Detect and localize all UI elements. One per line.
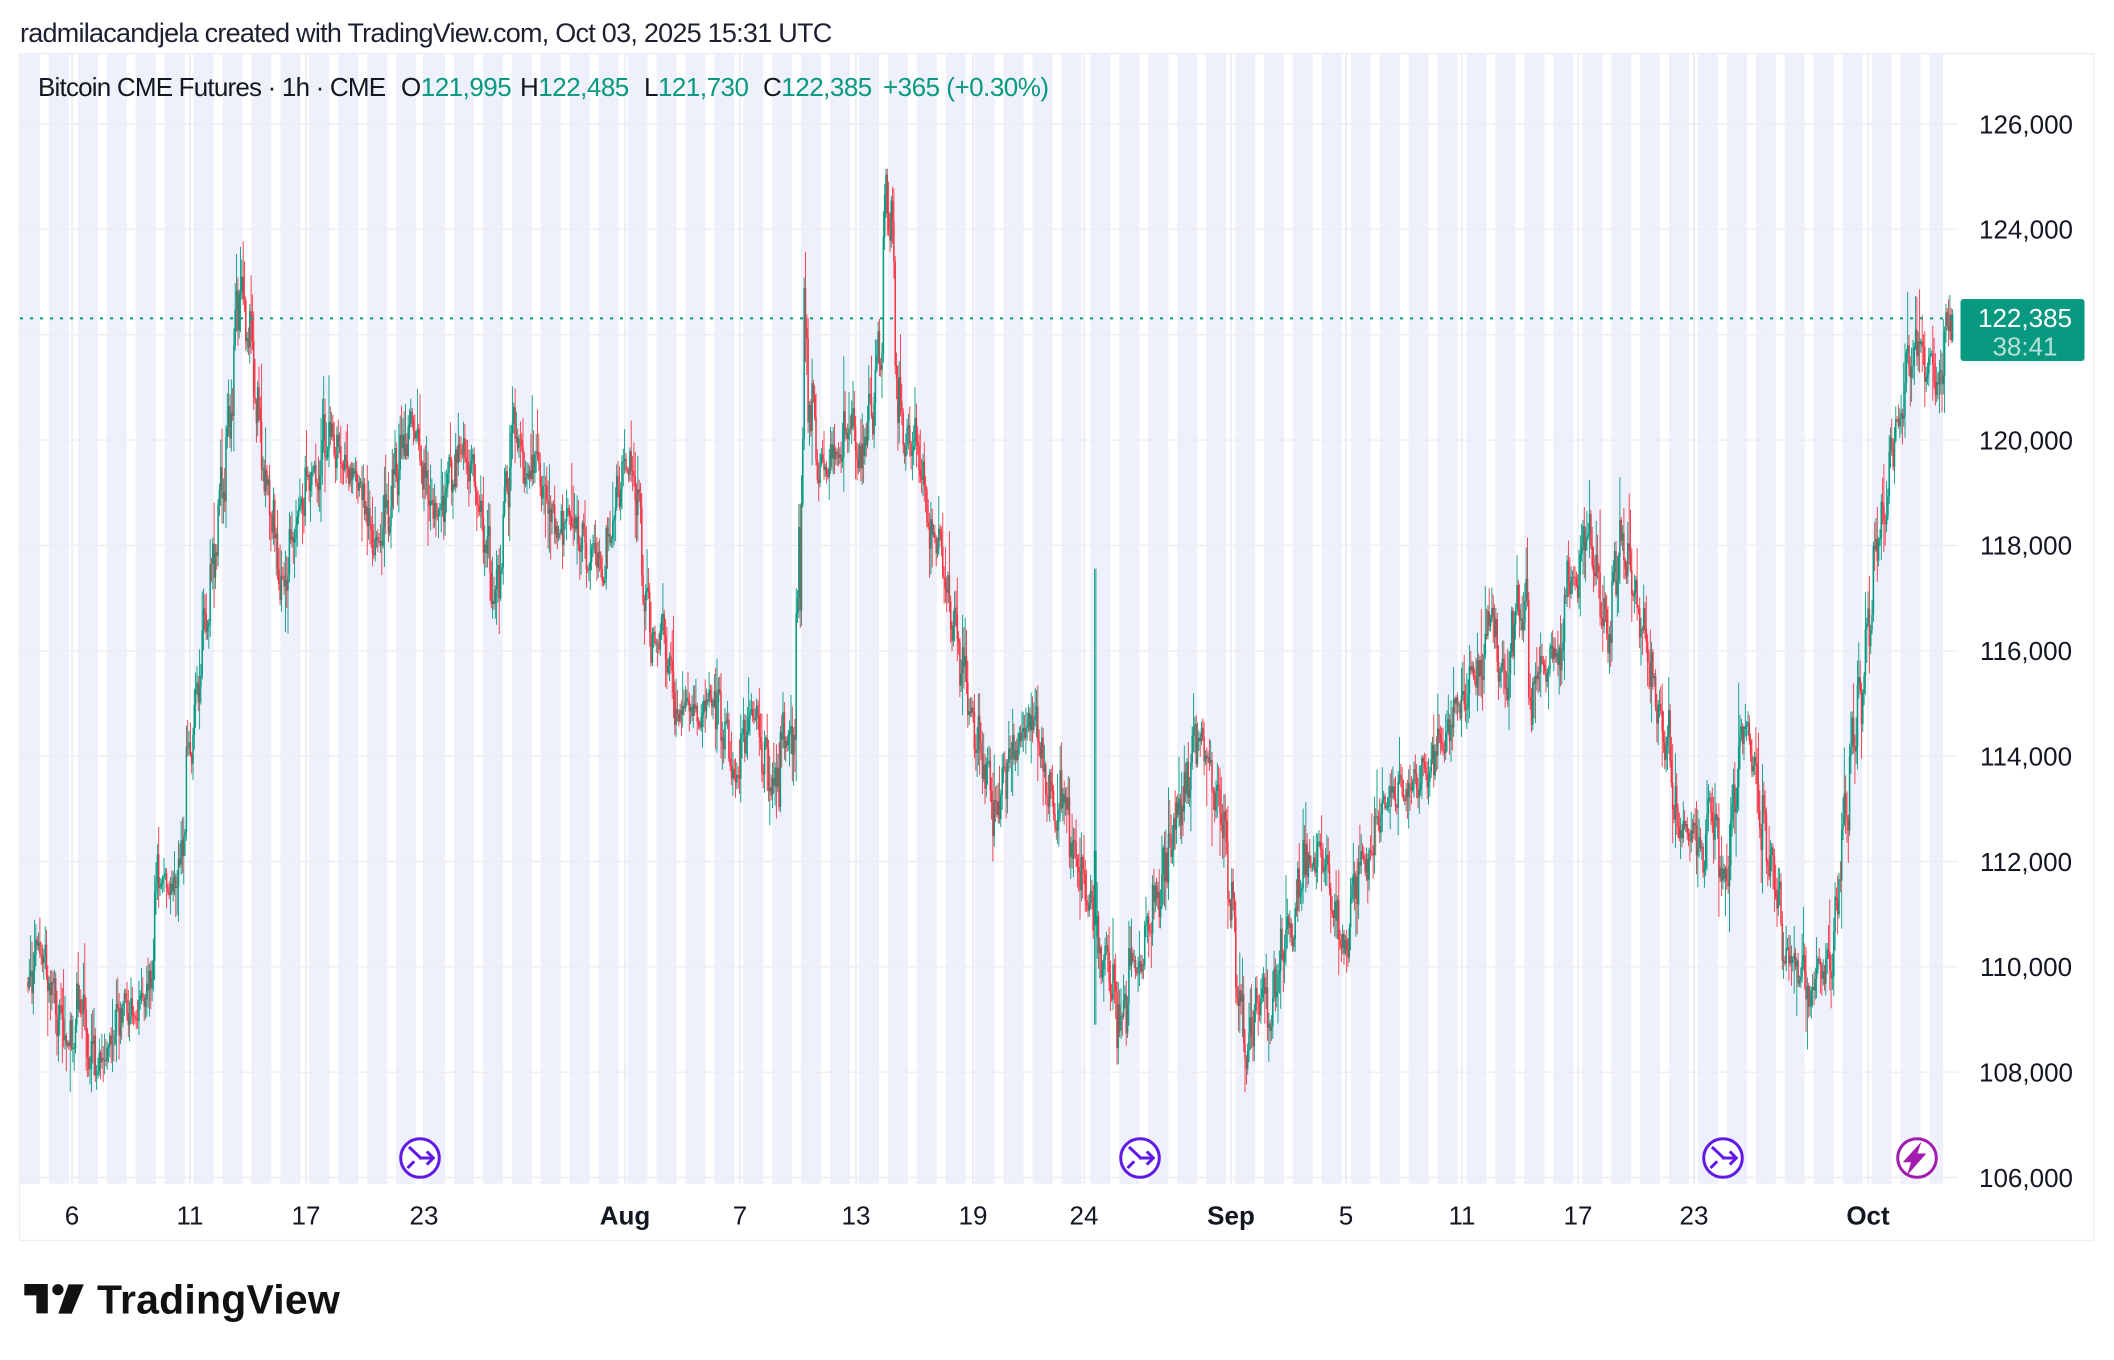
svg-text:23: 23 (410, 1201, 439, 1231)
svg-text:17: 17 (1564, 1201, 1593, 1231)
svg-text:Bitcoin CME Futures · 1h · CME: Bitcoin CME Futures · 1h · CME (38, 72, 386, 102)
svg-text:+365 (+0.30%): +365 (+0.30%) (883, 72, 1049, 102)
svg-text:24: 24 (1070, 1201, 1099, 1231)
svg-text:110,000: 110,000 (1980, 952, 2072, 982)
svg-text:19: 19 (959, 1201, 988, 1231)
svg-text:11: 11 (177, 1201, 204, 1231)
svg-text:radmilacandjela created with T: radmilacandjela created with TradingView… (20, 18, 832, 48)
svg-text:TradingView: TradingView (97, 1277, 340, 1323)
svg-text:Oct: Oct (1846, 1201, 1890, 1231)
svg-text:Aug: Aug (600, 1201, 651, 1231)
svg-text:112,000: 112,000 (1980, 847, 2072, 877)
svg-text:Sep: Sep (1207, 1201, 1255, 1231)
svg-text:126,000: 126,000 (1979, 109, 2073, 139)
svg-text:23: 23 (1680, 1201, 1709, 1231)
svg-text:L121,730: L121,730 (644, 72, 748, 102)
svg-text:6: 6 (65, 1201, 79, 1231)
svg-text:17: 17 (292, 1201, 321, 1231)
svg-text:38:41: 38:41 (1992, 332, 2057, 362)
svg-text:114,000: 114,000 (1980, 741, 2072, 771)
svg-text:C122,385: C122,385 (763, 72, 872, 102)
svg-text:11: 11 (1449, 1201, 1476, 1231)
svg-text:108,000: 108,000 (1979, 1058, 2073, 1088)
svg-text:O121,995: O121,995 (401, 72, 511, 102)
svg-text:124,000: 124,000 (1979, 215, 2073, 245)
svg-text:H122,485: H122,485 (520, 72, 629, 102)
svg-text:7: 7 (733, 1201, 747, 1231)
svg-text:5: 5 (1339, 1201, 1353, 1231)
svg-text:118,000: 118,000 (1980, 531, 2072, 561)
svg-text:116,000: 116,000 (1980, 636, 2072, 666)
svg-text:13: 13 (842, 1201, 871, 1231)
svg-text:122,385: 122,385 (1978, 303, 2072, 333)
svg-text:106,000: 106,000 (1979, 1163, 2073, 1193)
svg-text:120,000: 120,000 (1979, 425, 2073, 455)
